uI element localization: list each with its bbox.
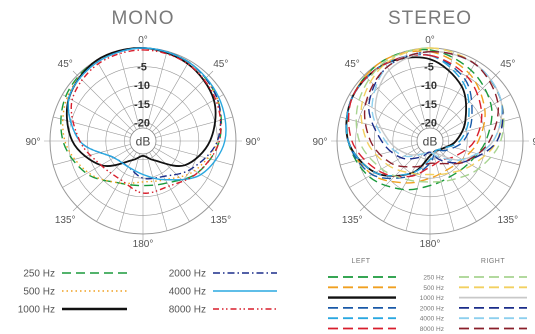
grid-spoke	[442, 116, 520, 138]
grid-spoke	[154, 94, 224, 135]
grid-spoke	[441, 94, 511, 135]
grid-spoke	[53, 144, 131, 166]
legend-label: 1000 Hz	[18, 305, 55, 316]
legend-label: 500 Hz	[423, 285, 444, 292]
legend-header-right: RIGHT	[481, 258, 506, 265]
grid-spoke	[151, 70, 214, 133]
angle-label: 90°	[532, 137, 535, 148]
legend-label: 8000 Hz	[420, 326, 444, 333]
legend-label: 250 Hz	[423, 275, 444, 282]
series-group	[60, 47, 227, 194]
grid-spoke	[155, 144, 233, 166]
grid-spoke	[359, 149, 422, 212]
grid-spoke	[72, 70, 135, 133]
grid-spoke	[405, 153, 427, 231]
chart-title: MONO	[111, 8, 174, 29]
grid-spoke	[433, 153, 455, 231]
radial-label: -15	[421, 99, 437, 111]
center-db-label: dB	[423, 135, 438, 149]
legend-label: 2000 Hz	[169, 269, 206, 280]
grid-spoke	[151, 149, 214, 212]
angle-label: 45°	[58, 59, 73, 70]
angle-label: 135°	[497, 215, 518, 226]
grid-spoke	[436, 60, 477, 130]
grid-spoke	[349, 94, 419, 135]
angle-label: 0°	[425, 35, 435, 46]
center-db-label: dB	[136, 135, 151, 149]
mono-legend: 250 Hz 500 Hz 1000 Hz 2000 Hz 4000 Hz 8000 Hz	[18, 269, 277, 316]
radial-label: -5	[137, 62, 147, 74]
grid-spoke	[62, 147, 132, 188]
chart-title: STEREO	[388, 8, 472, 29]
grid-spoke	[118, 153, 140, 231]
grid-spoke	[149, 60, 190, 130]
legend-label: 1000 Hz	[420, 295, 444, 302]
angle-label: 45°	[500, 59, 515, 70]
angle-label: 180°	[133, 239, 154, 250]
radial-label: -20	[134, 117, 150, 129]
legend-label: 2000 Hz	[420, 305, 444, 312]
angle-label: 0°	[138, 35, 148, 46]
stereo-legend: LEFT RIGHT 250 Hz 500 Hz 1000 Hz 2000 Hz 4000 …	[328, 258, 527, 333]
angle-labels: 0° 45° 90° 135° 180° 135° 90° 45°	[25, 35, 260, 250]
series-line	[70, 49, 222, 194]
angle-label: 135°	[342, 215, 363, 226]
grid-spoke	[383, 60, 424, 130]
angle-label: 135°	[55, 215, 76, 226]
grid-spoke	[146, 153, 168, 231]
series-line	[371, 50, 503, 162]
grid-spoke	[405, 51, 427, 129]
legend-label: 500 Hz	[23, 287, 55, 298]
angle-label: 135°	[210, 215, 231, 226]
grid-spoke	[96, 60, 137, 130]
radial-labels: -5 -10 -15 -20	[421, 62, 437, 130]
grid-spoke	[441, 147, 511, 188]
series-line	[60, 47, 223, 187]
series-group	[345, 47, 505, 191]
grid-spoke	[154, 147, 224, 188]
grid-spoke	[53, 116, 131, 138]
angle-label: 90°	[245, 137, 260, 148]
mono-polar-chart: MONO -5 -10 -15 -20 dB 0° 45° 90° 135° 180° 135° 90°…	[25, 8, 260, 250]
radial-label: -5	[424, 62, 434, 74]
grid-spoke	[146, 51, 168, 129]
angle-label: 90°	[312, 137, 327, 148]
grid-spoke	[96, 152, 137, 222]
grid-spoke	[340, 144, 418, 166]
angle-label: 90°	[25, 137, 40, 148]
angle-labels: 0° 45° 90° 135° 180° 135° 90° 45°	[312, 35, 535, 250]
series-line	[360, 47, 504, 176]
stereo-polar-chart: STEREO -5 -10 -15 -20 dB 0° 45° 90° 135° 180° 135° 9…	[312, 8, 535, 250]
legend-label: 8000 Hz	[169, 305, 206, 316]
grid-spoke	[340, 116, 418, 138]
series-line	[67, 47, 227, 181]
radial-labels: -5 -10 -15 -20	[134, 62, 150, 130]
radial-label: -10	[421, 80, 437, 92]
angle-label: 45°	[213, 59, 228, 70]
series-line	[345, 53, 473, 180]
grid-spoke	[62, 94, 132, 135]
radial-label: -10	[134, 80, 150, 92]
legend-label: 4000 Hz	[169, 287, 206, 298]
radial-label: -20	[421, 117, 437, 129]
angle-label: 180°	[420, 239, 441, 250]
series-line	[355, 47, 505, 183]
series-line	[62, 47, 222, 185]
legend-label: 4000 Hz	[420, 316, 444, 323]
polar-grid	[331, 42, 529, 240]
radial-label: -15	[134, 99, 150, 111]
polar-grid	[44, 42, 242, 240]
grid-spoke	[383, 152, 424, 222]
series-line	[345, 53, 470, 177]
legend-label: 250 Hz	[23, 269, 55, 280]
angle-label: 45°	[345, 59, 360, 70]
grid-spoke	[149, 152, 190, 222]
legend-header-left: LEFT	[351, 258, 370, 265]
series-line	[346, 48, 493, 191]
series-line	[363, 50, 499, 168]
grid-spoke	[118, 51, 140, 129]
